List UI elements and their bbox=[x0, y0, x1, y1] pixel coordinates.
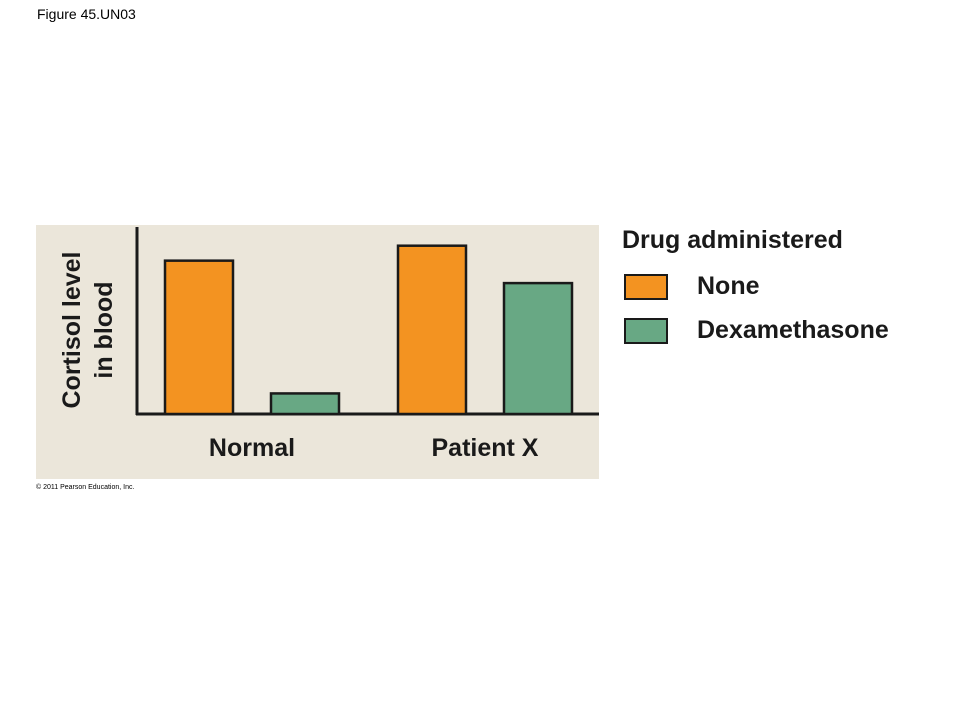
bar-patient-x-none bbox=[396, 244, 468, 416]
legend-item-none: None bbox=[622, 272, 952, 304]
legend-label-dexamethasone: Dexamethasone bbox=[697, 316, 889, 344]
y-axis-label-line-1: Cortisol level bbox=[58, 252, 86, 409]
category-label-normal: Normal bbox=[209, 434, 295, 462]
category-label-patient-x: Patient X bbox=[432, 434, 539, 462]
legend-label-none: None bbox=[697, 272, 760, 300]
legend: Drug administered None Dexamethasone bbox=[622, 226, 952, 356]
bar-patient-x-dexamethasone bbox=[502, 281, 574, 416]
bar-normal-dexamethasone bbox=[269, 392, 341, 416]
y-axis-label-line-2: in blood bbox=[90, 281, 118, 378]
figure-label: Figure 45.UN03 bbox=[37, 6, 136, 22]
legend-swatch-none bbox=[624, 274, 668, 300]
bar-normal-none bbox=[163, 259, 235, 416]
copyright-notice: © 2011 Pearson Education, Inc. bbox=[36, 484, 135, 491]
legend-item-dexamethasone: Dexamethasone bbox=[622, 316, 952, 348]
legend-swatch-dexamethasone bbox=[624, 318, 668, 344]
legend-title: Drug administered bbox=[622, 226, 843, 254]
